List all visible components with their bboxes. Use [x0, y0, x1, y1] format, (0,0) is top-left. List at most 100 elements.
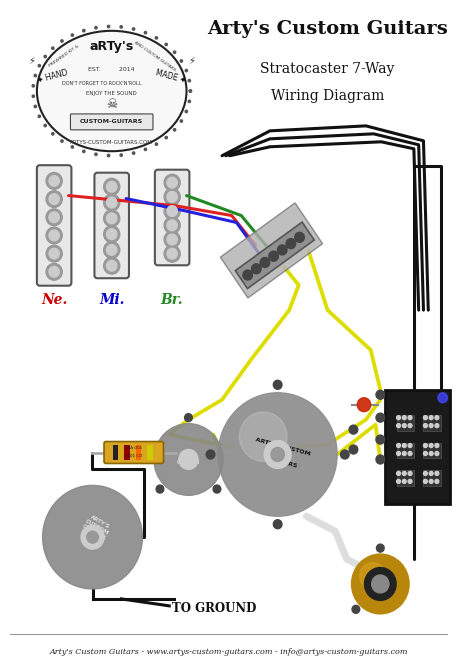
FancyBboxPatch shape	[37, 165, 72, 285]
Text: Arty's Custom Guitars: Arty's Custom Guitars	[207, 20, 448, 38]
Circle shape	[167, 178, 177, 188]
Bar	[397, 470, 414, 486]
Circle shape	[164, 217, 180, 234]
Text: DON'T FORGET TO ROCK'N'ROLL: DON'T FORGET TO ROCK'N'ROLL	[63, 80, 142, 86]
Circle shape	[397, 444, 401, 448]
Circle shape	[49, 194, 59, 204]
Bar	[113, 444, 118, 460]
Bar	[220, 203, 323, 298]
Circle shape	[429, 444, 433, 448]
Text: ARTYS-CUSTOM-GUITARS.COM: ARTYS-CUSTOM-GUITARS.COM	[70, 140, 153, 145]
Circle shape	[185, 70, 188, 72]
Text: Ne.: Ne.	[41, 293, 67, 307]
Circle shape	[376, 435, 384, 444]
Circle shape	[184, 413, 192, 421]
Circle shape	[423, 444, 427, 448]
Circle shape	[189, 90, 191, 92]
Circle shape	[269, 251, 278, 261]
Text: TO GROUND: TO GROUND	[172, 602, 256, 615]
Circle shape	[340, 450, 349, 459]
Circle shape	[107, 261, 117, 271]
Bar	[423, 470, 441, 486]
Circle shape	[81, 525, 104, 549]
Bar	[136, 444, 141, 460]
Circle shape	[376, 544, 384, 552]
Circle shape	[180, 120, 182, 122]
Circle shape	[423, 480, 427, 483]
Circle shape	[352, 554, 409, 614]
Circle shape	[155, 37, 157, 39]
Circle shape	[402, 472, 406, 476]
Circle shape	[52, 47, 54, 50]
Text: PREWIRED KIT &: PREWIRED KIT &	[48, 44, 80, 68]
Circle shape	[286, 239, 296, 249]
Circle shape	[360, 563, 385, 590]
Circle shape	[435, 480, 439, 483]
Circle shape	[423, 415, 427, 419]
Text: ✦ HAND: ✦ HAND	[36, 68, 69, 84]
Circle shape	[71, 34, 73, 36]
Circle shape	[167, 206, 177, 216]
Circle shape	[155, 143, 157, 145]
Circle shape	[49, 249, 59, 259]
Circle shape	[402, 423, 406, 427]
Circle shape	[408, 415, 412, 419]
Circle shape	[44, 125, 46, 127]
Circle shape	[277, 245, 287, 255]
Circle shape	[180, 60, 182, 62]
Text: Stratocaster 7-Way: Stratocaster 7-Way	[260, 62, 395, 76]
Circle shape	[38, 64, 40, 67]
Circle shape	[213, 485, 221, 493]
Circle shape	[264, 441, 291, 468]
Text: EST.         2014: EST. 2014	[88, 66, 135, 72]
Circle shape	[34, 74, 36, 77]
Text: ARTY'S CUSTOM: ARTY'S CUSTOM	[255, 437, 310, 456]
Circle shape	[34, 105, 36, 108]
Circle shape	[429, 472, 433, 476]
Circle shape	[144, 148, 146, 151]
Circle shape	[107, 228, 117, 240]
Circle shape	[239, 412, 287, 461]
Bar	[397, 415, 414, 431]
Circle shape	[408, 423, 412, 427]
Circle shape	[120, 25, 122, 28]
FancyBboxPatch shape	[71, 114, 153, 130]
Circle shape	[38, 115, 40, 117]
Circle shape	[397, 472, 401, 476]
Circle shape	[435, 472, 439, 476]
Circle shape	[95, 153, 97, 155]
Circle shape	[429, 480, 433, 483]
Circle shape	[349, 445, 358, 454]
Circle shape	[167, 234, 177, 245]
Bar	[235, 222, 314, 289]
Text: ⚡: ⚡	[188, 56, 195, 66]
Circle shape	[154, 423, 223, 495]
Text: ⚡: ⚡	[28, 56, 36, 66]
Circle shape	[49, 267, 59, 277]
Circle shape	[435, 444, 439, 448]
Circle shape	[273, 381, 282, 389]
Circle shape	[185, 111, 188, 113]
Circle shape	[206, 450, 215, 459]
Circle shape	[108, 154, 109, 157]
Circle shape	[273, 520, 282, 529]
Circle shape	[173, 51, 176, 54]
Circle shape	[87, 531, 98, 543]
Text: 30A 001: 30A 001	[125, 446, 142, 450]
Circle shape	[164, 231, 180, 248]
Circle shape	[435, 423, 439, 427]
Circle shape	[402, 452, 406, 456]
Bar	[397, 443, 414, 458]
Circle shape	[52, 133, 54, 135]
Circle shape	[402, 480, 406, 483]
Circle shape	[408, 472, 412, 476]
Bar	[423, 415, 441, 431]
Bar	[147, 444, 153, 460]
Circle shape	[107, 182, 117, 192]
Circle shape	[189, 90, 191, 92]
Circle shape	[95, 27, 97, 29]
Text: Wiring Diagram: Wiring Diagram	[271, 89, 384, 103]
Circle shape	[107, 213, 117, 224]
Circle shape	[71, 146, 73, 148]
Circle shape	[376, 413, 384, 422]
